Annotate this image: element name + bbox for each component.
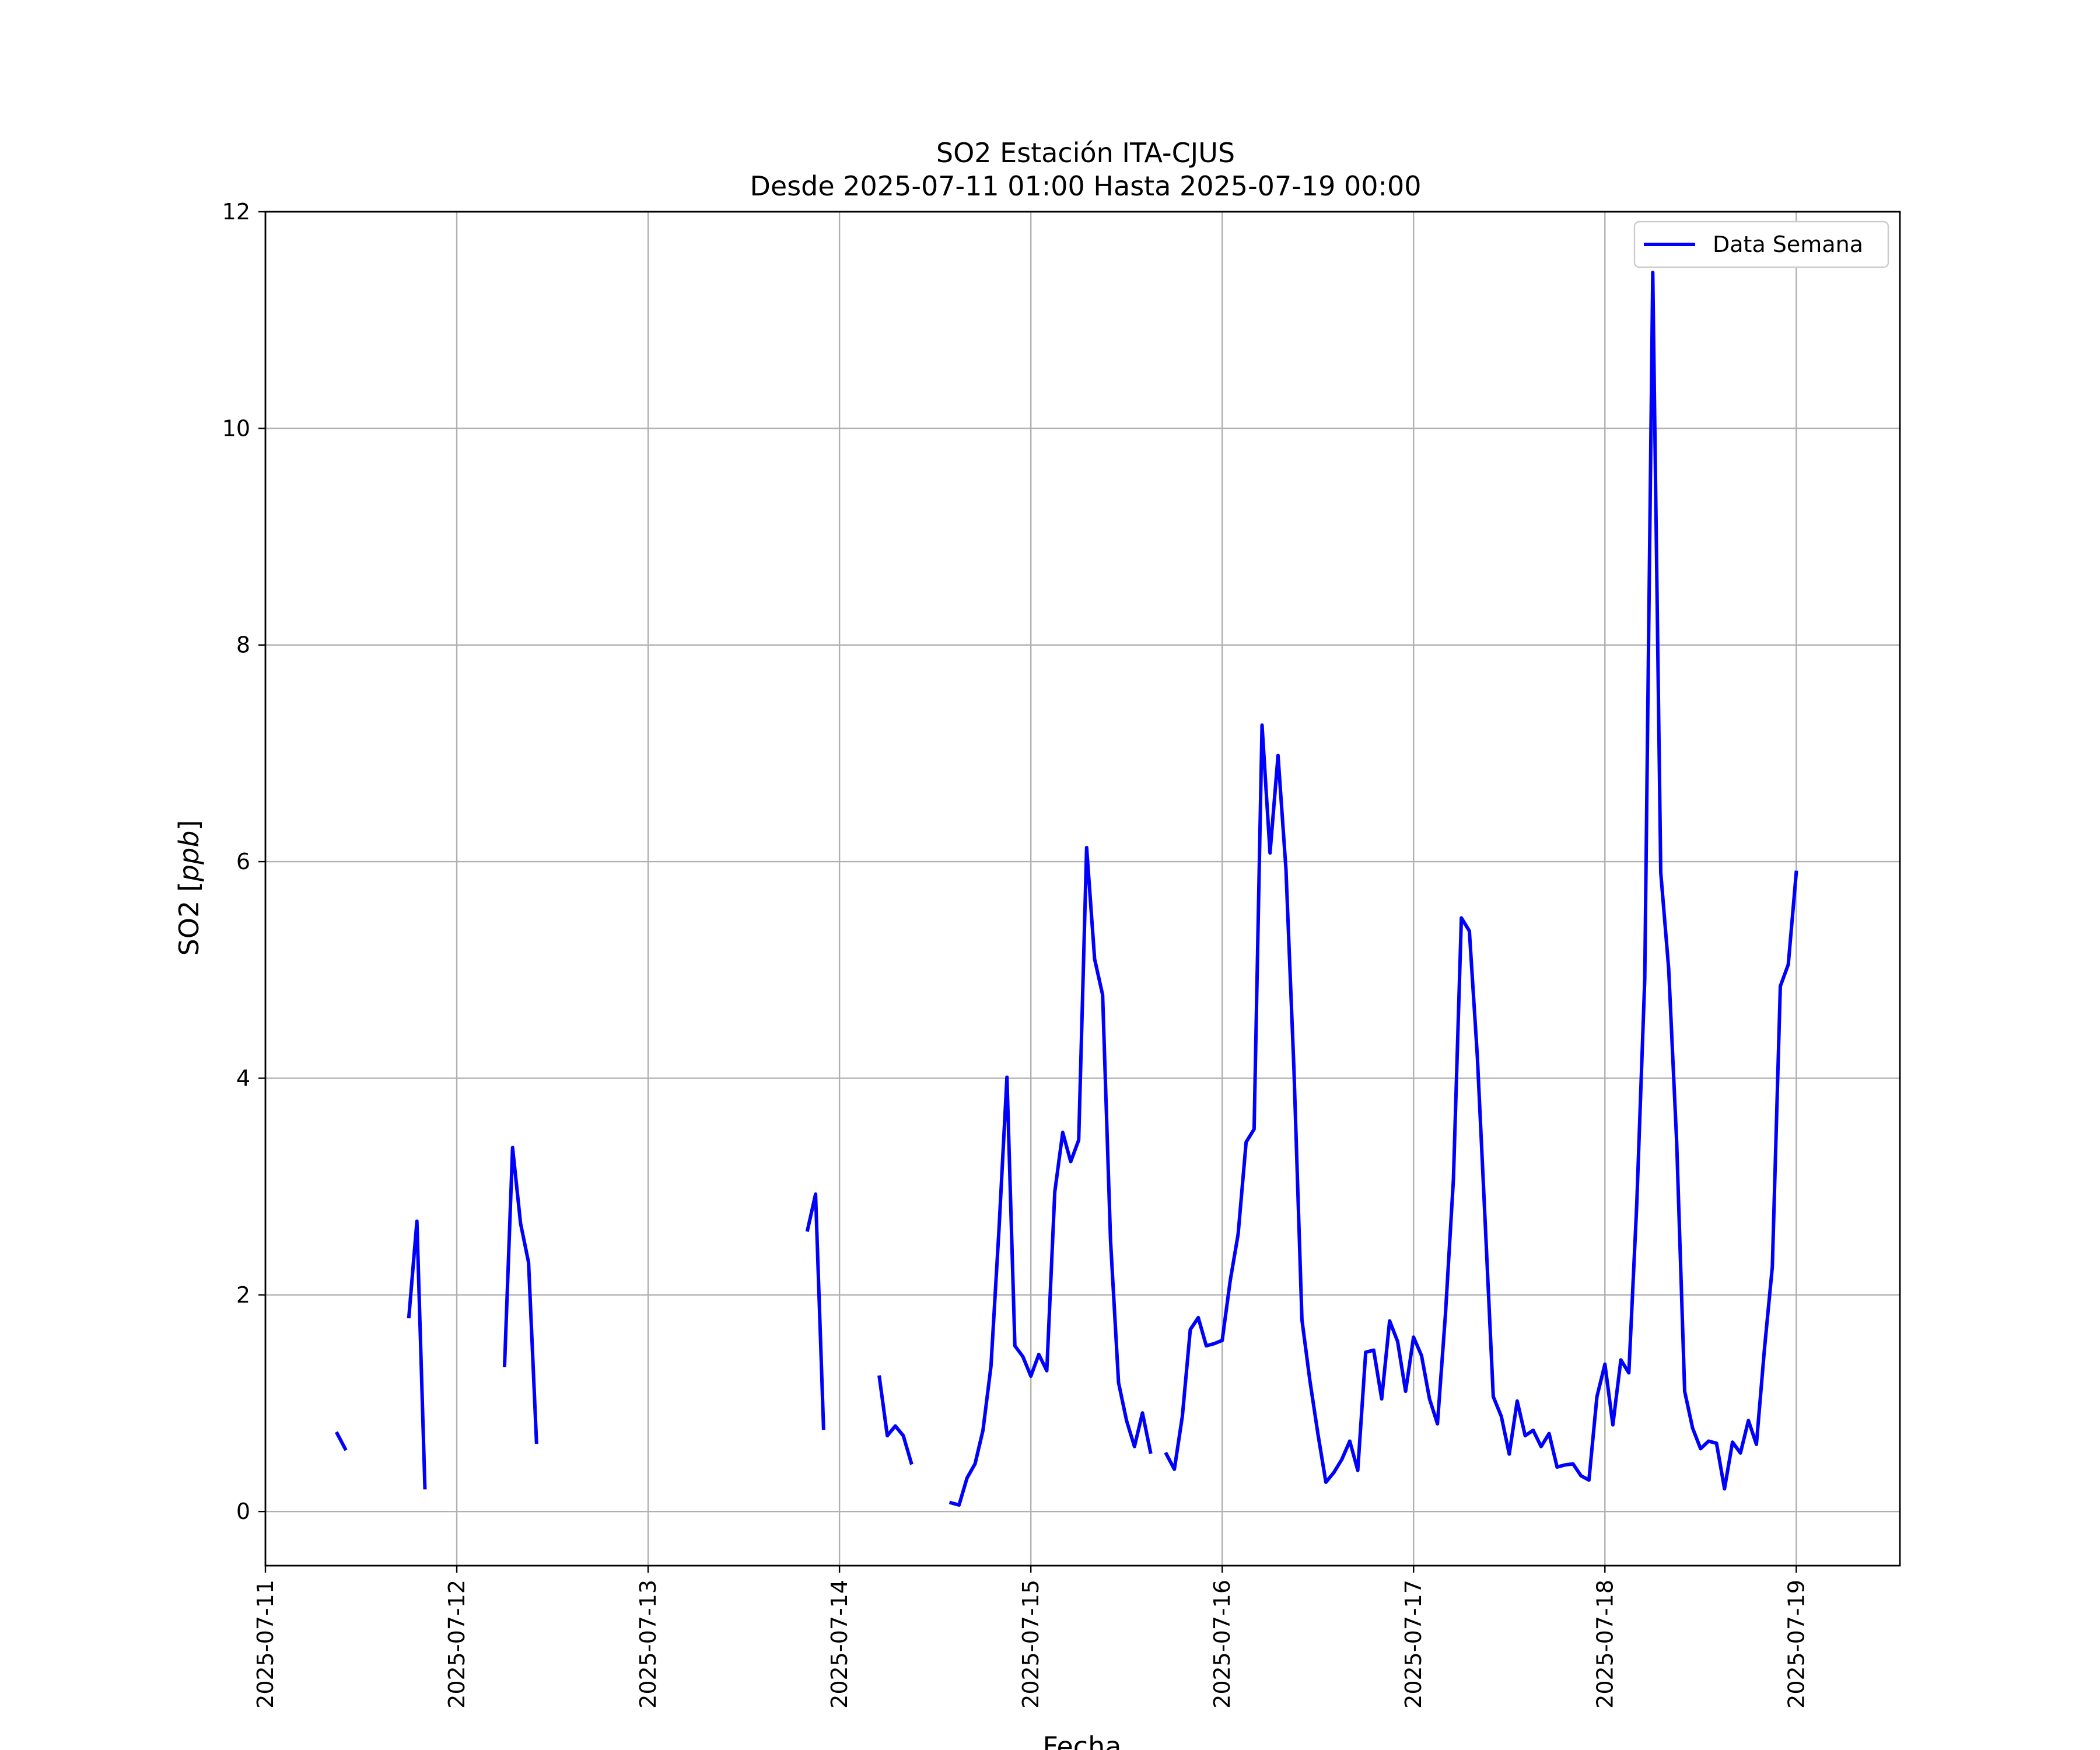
- y-axis-label-suffix: ]: [173, 820, 205, 831]
- x-tick-label-3: 2025-07-14: [827, 1580, 852, 1709]
- grid-lines: [264, 211, 1900, 1566]
- series-lines: [334, 271, 1798, 1507]
- y-tick-label-6: 12: [222, 199, 250, 225]
- y-tick-label-5: 10: [222, 415, 250, 441]
- legend-label: Data Semana: [1713, 232, 1863, 257]
- x-tick-label-0: 2025-07-11: [253, 1580, 278, 1709]
- y-tick-label-2: 4: [236, 1065, 250, 1091]
- y-tick-label-0: 0: [236, 1499, 250, 1524]
- legend-box: [1633, 220, 1889, 268]
- series-segment-0-5: [949, 845, 1153, 1507]
- x-tick-label-5: 2025-07-16: [1209, 1580, 1235, 1709]
- series-segment-0-4: [877, 1375, 914, 1465]
- x-tick-label-8: 2025-07-19: [1783, 1580, 1809, 1709]
- legend: Data Semana: [1633, 220, 1889, 268]
- series-segment-0-2: [502, 1146, 538, 1444]
- x-tick-label-6: 2025-07-17: [1401, 1580, 1426, 1709]
- series-segment-0-3: [805, 1192, 825, 1430]
- chart-subtitle: Desde 2025-07-11 01:00 Hasta 2025-07-19 …: [750, 170, 1421, 202]
- y-axis-label-unit: ppb: [173, 831, 205, 883]
- plot-frame: [264, 211, 1901, 1567]
- x-tick-label-4: 2025-07-15: [1018, 1580, 1044, 1709]
- x-tick-label-1: 2025-07-12: [444, 1580, 470, 1709]
- x-tick-label-2: 2025-07-13: [635, 1580, 661, 1709]
- series-segment-0-6: [1164, 271, 1798, 1491]
- series-segment-0-1: [407, 1219, 427, 1490]
- chart-title: SO2 Estación ITA-CJUS: [936, 137, 1235, 169]
- y-axis-label-prefix: SO2 [: [173, 881, 205, 956]
- y-tick-label-3: 6: [236, 849, 250, 874]
- y-tick-label-4: 8: [236, 632, 250, 658]
- series-segment-0-0: [334, 1431, 348, 1451]
- y-axis-label: SO2 [ppb]: [173, 820, 205, 956]
- y-tick-label-1: 2: [236, 1282, 250, 1308]
- x-tick-label-7: 2025-07-18: [1592, 1580, 1618, 1709]
- x-axis-label: Fecha: [1043, 1731, 1122, 1750]
- axis-ticks: 2025-07-11 2025-07-12 2025-07-13 2025-07-14…: [222, 199, 1810, 1709]
